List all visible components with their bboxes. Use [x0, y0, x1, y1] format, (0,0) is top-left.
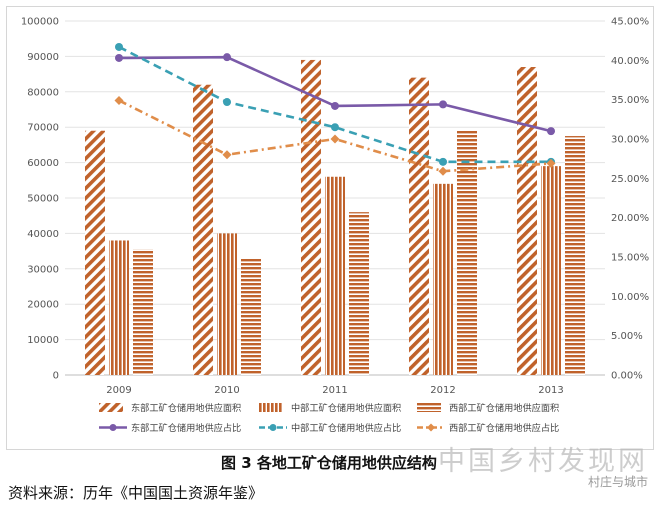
- bar: [241, 258, 261, 375]
- y2-tick-label: 45.00%: [611, 17, 649, 28]
- bar: [433, 183, 453, 375]
- watermark: 中国乡村发现网 村庄与城市: [438, 447, 648, 490]
- bar: [85, 130, 105, 375]
- line-point: [331, 123, 339, 132]
- line-point: [115, 53, 123, 62]
- legend-label: 东部工矿仓储用地供应面积: [131, 402, 241, 414]
- y-tick-label: 30000: [27, 264, 59, 275]
- y-tick-label: 40000: [27, 229, 59, 240]
- line-point: [222, 150, 232, 160]
- line-point: [223, 98, 231, 107]
- bar: [193, 84, 213, 375]
- legend-label: 西部工矿仓储用地供应占比: [449, 422, 559, 434]
- y2-tick-label: 20.00%: [611, 213, 649, 224]
- bar: [301, 59, 321, 375]
- x-tick-label: 2009: [106, 385, 131, 396]
- y2-tick-label: 15.00%: [611, 253, 649, 264]
- x-tick-label: 2013: [538, 385, 563, 396]
- y2-tick-label: 5.00%: [611, 331, 643, 342]
- x-tick-label: 2010: [214, 385, 239, 396]
- y-tick-label: 80000: [27, 87, 59, 98]
- legend-swatch: [417, 403, 441, 412]
- legend-label: 东部工矿仓储用地供应占比: [131, 422, 241, 434]
- series-line: [118, 55, 552, 133]
- bar: [217, 233, 237, 375]
- y2-tick-label: 30.00%: [611, 135, 649, 146]
- y2-tick-label: 25.00%: [611, 174, 649, 185]
- bar: [457, 130, 477, 375]
- bar: [109, 240, 129, 375]
- y-tick-label: 0: [53, 371, 59, 382]
- line-point: [331, 101, 339, 110]
- y-tick-label: 70000: [27, 123, 59, 134]
- line-point: [439, 157, 447, 166]
- y-tick-label: 20000: [27, 300, 59, 311]
- watermark-main: 中国乡村发现网: [438, 446, 648, 477]
- line-point: [547, 127, 555, 136]
- line-point: [330, 134, 340, 144]
- x-tick-label: 2011: [322, 385, 347, 396]
- line-point: [115, 42, 123, 51]
- line-point: [546, 158, 556, 168]
- y2-tick-label: 35.00%: [611, 95, 649, 106]
- legend-label: 中部工矿仓储用地供应面积: [291, 402, 401, 414]
- bar: [517, 67, 537, 375]
- line-point: [439, 100, 447, 109]
- legend-marker: [109, 424, 117, 431]
- chart-frame: 0 10000 20000 30000 40000 50000 60000 70000 8000…: [6, 6, 654, 450]
- line-point: [223, 53, 231, 62]
- y-tick-label: 90000: [27, 52, 59, 63]
- bar: [349, 212, 369, 375]
- watermark-sub: 村庄与城市: [587, 475, 648, 489]
- line-point: [114, 95, 124, 105]
- bar: [565, 136, 585, 375]
- line-point: [438, 166, 448, 176]
- legend-swatch: [99, 403, 123, 412]
- y2-tick-label: 10.00%: [611, 292, 649, 303]
- bar: [133, 249, 153, 375]
- y2-tick-label: 40.00%: [611, 56, 649, 67]
- legend-marker: [427, 423, 435, 432]
- legend-marker: [269, 424, 277, 431]
- legend-label: 西部工矿仓储用地供应面积: [449, 402, 559, 414]
- x-tick-label: 2012: [430, 385, 455, 396]
- source-note: 资料来源：历年《中国国土资源年鉴》: [8, 484, 264, 502]
- figure-caption: 图 3 各地工矿仓储用地供应结构: [221, 454, 437, 472]
- y-tick-label: 60000: [27, 158, 59, 169]
- legend-swatch: [259, 403, 283, 412]
- y-tick-label: 100000: [21, 17, 59, 28]
- y-tick-label: 50000: [27, 194, 59, 205]
- bar: [325, 176, 345, 375]
- y-tick-label: 10000: [27, 335, 59, 346]
- bar: [409, 77, 429, 375]
- y2-tick-label: 0.00%: [611, 371, 643, 382]
- bar: [541, 166, 561, 375]
- series-line: [118, 99, 552, 173]
- chart-svg: 0 10000 20000 30000 40000 50000 60000 70000 8000…: [21, 17, 649, 435]
- series-line: [118, 45, 551, 164]
- legend-label: 中部工矿仓储用地供应占比: [291, 422, 401, 434]
